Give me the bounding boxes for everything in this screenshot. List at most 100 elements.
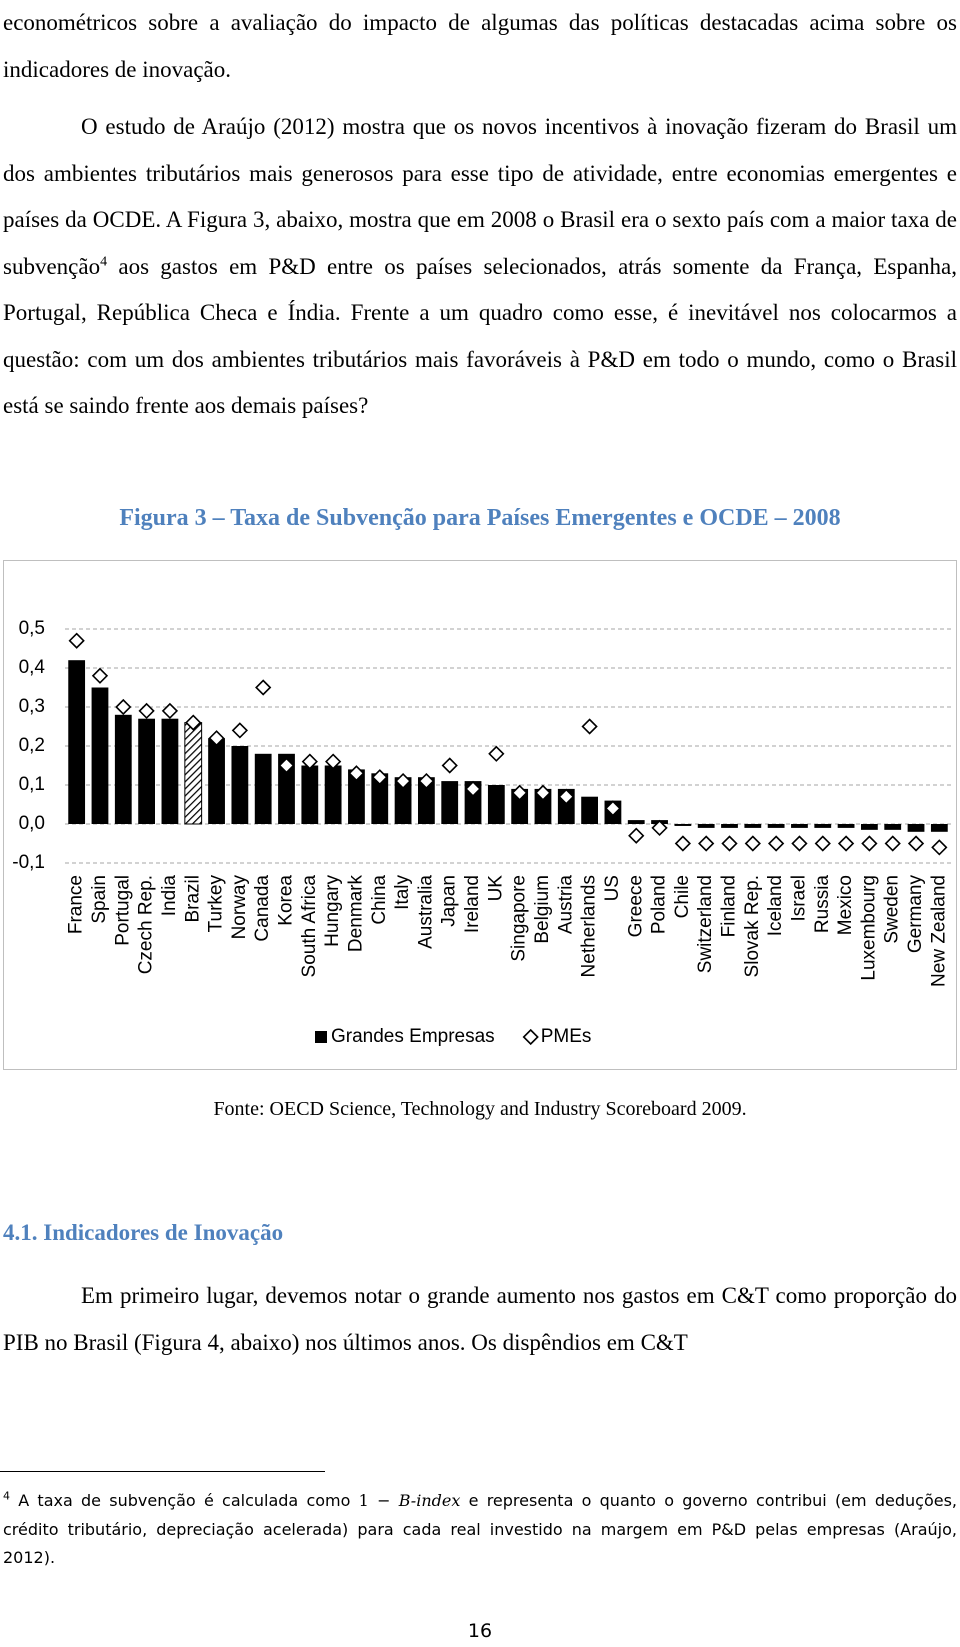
x-tick-label: Netherlands — [579, 875, 600, 977]
x-tick-label: Russia — [812, 875, 833, 934]
diamond-marker — [558, 788, 575, 805]
y-tick-label: 0,2 — [19, 735, 45, 756]
diamond-marker — [161, 702, 179, 720]
text: O estudo de Araújo (2012) mostra que os … — [3, 114, 957, 279]
bar — [511, 788, 529, 824]
bar — [208, 738, 225, 824]
bar — [348, 769, 365, 824]
x-tick-label: Turkey — [206, 875, 227, 933]
bar — [930, 824, 948, 832]
bar — [627, 820, 645, 824]
x-tick-label: Germany — [905, 875, 926, 954]
bar — [907, 824, 925, 832]
x-tick-label: Brazil — [182, 875, 203, 923]
bar — [114, 714, 132, 824]
figure-source: Fonte: OECD Science, Technology and Indu… — [213, 1098, 747, 1120]
bar — [744, 824, 762, 828]
x-tick-label: Poland — [649, 875, 670, 934]
section-heading: 4.1. Indicadores de Inovação — [3, 1220, 284, 1245]
diamond-marker — [68, 632, 85, 649]
diamond-marker — [91, 667, 109, 684]
x-tick-label: Spain — [89, 875, 110, 924]
diamond-marker — [768, 835, 785, 852]
diamond-marker — [651, 819, 668, 837]
y-tick-label: 0,1 — [19, 774, 45, 795]
bar — [884, 824, 902, 830]
bar — [394, 777, 412, 824]
footnote: 4 A taxa de subvenção é calculada como 1… — [3, 1487, 957, 1573]
bar — [861, 824, 878, 830]
x-tick-label: UK — [485, 875, 506, 902]
intro-paragraph: econométricos sobre a avaliação do impac… — [3, 10, 957, 82]
x-tick-label: Iceland — [765, 875, 786, 936]
bar — [721, 824, 738, 828]
text: e representa o quanto o governo contribu… — [3, 1491, 958, 1567]
x-tick-label: Hungary — [322, 875, 343, 947]
formula-variable: B-index — [398, 1491, 461, 1510]
x-tick-label: New Zealand — [928, 875, 949, 987]
diamond-marker — [371, 769, 388, 786]
chart-frame — [3, 560, 957, 1070]
paragraph: O estudo de Araújo (2012) mostra que os … — [3, 104, 957, 430]
bar — [837, 824, 855, 828]
diamond-marker — [348, 765, 365, 782]
x-tick-label: Korea — [276, 875, 297, 926]
bar — [68, 660, 86, 824]
x-tick-label: Belgium — [532, 875, 553, 944]
diamond-marker — [721, 835, 738, 852]
bar — [254, 753, 272, 824]
diamond-marker — [604, 800, 622, 817]
diamond-marker — [791, 835, 808, 852]
x-tick-label: Czech Rep. — [136, 875, 157, 974]
diamond-marker — [464, 780, 482, 798]
x-tick-label: Singapore — [509, 875, 530, 962]
x-tick-label: Austria — [555, 875, 576, 935]
bar — [184, 722, 203, 825]
diamond-marker — [301, 753, 318, 770]
footnote-rule — [0, 1471, 325, 1472]
diamond-marker — [744, 835, 761, 852]
bar — [231, 746, 249, 824]
x-tick-label: Israel — [788, 875, 809, 921]
y-tick-label: 0,4 — [19, 657, 46, 678]
bar — [91, 687, 109, 824]
diamond-marker — [231, 722, 248, 739]
diamond-marker — [418, 772, 435, 790]
x-tick-label: Slovak Rep. — [742, 875, 763, 977]
chart: -0,1 0,0 0,1 0,2 0,3 0,4 0,5 France Spain Portuga… — [3, 560, 957, 1070]
diamond-marker — [208, 730, 225, 747]
x-tick-label: Australia — [415, 875, 436, 949]
diamond-marker — [698, 835, 715, 852]
x-tick-label: India — [159, 875, 180, 917]
bar — [814, 824, 832, 828]
paragraph: Em primeiro lugar, devemos notar o grand… — [3, 1283, 957, 1355]
x-tick-label: France — [66, 875, 87, 934]
diamond-marker — [907, 835, 925, 852]
x-tick-label: Sweden — [882, 875, 903, 944]
diamond-marker — [278, 757, 295, 774]
diamond-marker — [115, 698, 132, 716]
x-tick-label: Chile — [672, 875, 693, 918]
diamond-marker — [628, 827, 645, 844]
y-tick-label: 0,0 — [19, 813, 45, 834]
y-tick-label: 0,3 — [19, 696, 45, 717]
x-tick-label: Finland — [719, 875, 740, 937]
diamond-marker — [884, 835, 901, 852]
diamond-marker — [511, 784, 528, 801]
footnote-ref: 4 — [100, 253, 108, 269]
page-number: 16 — [467, 1620, 493, 1642]
bar — [161, 718, 179, 824]
bar — [324, 765, 342, 824]
formula-number: 1 − — [358, 1491, 391, 1510]
x-tick-label: Mexico — [835, 875, 856, 935]
diamond-marker — [488, 745, 505, 762]
legend-swatch — [315, 1031, 327, 1043]
formula: 1 − B-index — [359, 1491, 461, 1510]
bar — [534, 788, 552, 824]
x-tick-label: Denmark — [345, 875, 366, 953]
footnote-marker: 4 — [3, 1489, 10, 1503]
x-tick-label: South Africa — [299, 875, 320, 978]
diamond-marker — [861, 835, 878, 852]
diamond-marker — [394, 772, 412, 790]
